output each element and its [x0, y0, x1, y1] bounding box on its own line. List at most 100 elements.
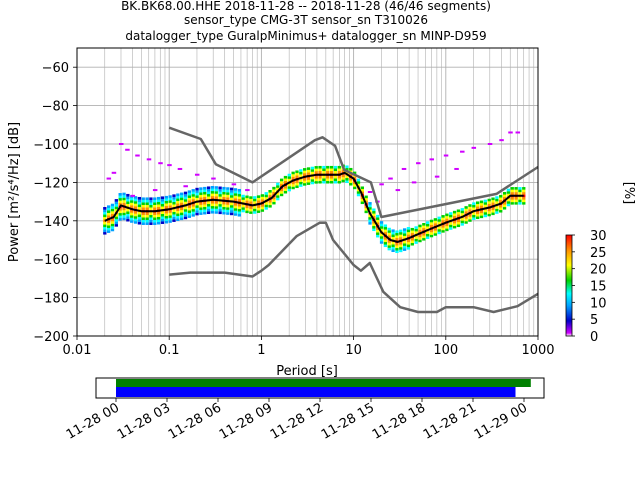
- psd-cell: [406, 242, 411, 245]
- psd-cell: [352, 181, 357, 185]
- psd-cell: [210, 185, 215, 189]
- plot-background: [77, 48, 538, 336]
- psd-cell: [437, 221, 441, 225]
- psd-cell: [187, 207, 192, 211]
- psd-cell: [333, 170, 338, 174]
- psd-cell: [272, 199, 276, 202]
- psd-cell: [429, 219, 434, 223]
- psd-cell: [126, 213, 130, 217]
- psd-cell: [149, 219, 153, 223]
- psd-cell: [160, 198, 165, 202]
- psd-cell: [218, 189, 222, 192]
- psd-cell: [218, 196, 222, 200]
- psd-cell: [372, 225, 376, 229]
- psd-cell: [229, 205, 234, 208]
- psd-outlier: [416, 162, 421, 165]
- timeline-tick-label: 11-28 18: [370, 400, 428, 442]
- psd-cell: [406, 229, 411, 233]
- psd-cell: [299, 171, 303, 175]
- psd-cell: [506, 191, 511, 194]
- psd-cell: [426, 236, 430, 239]
- psd-outlier: [211, 177, 216, 180]
- psd-cell: [426, 226, 430, 229]
- psd-cell: [214, 186, 218, 189]
- psd-cell: [479, 203, 484, 206]
- psd-outlier: [106, 177, 112, 180]
- psd-cell: [222, 186, 226, 190]
- psd-cell: [203, 194, 207, 197]
- psd-cell: [122, 195, 126, 198]
- psd-cell: [514, 199, 518, 203]
- psd-cell: [156, 199, 161, 203]
- psd-cell: [306, 172, 311, 175]
- psd-cell: [195, 210, 199, 213]
- psd-cell: [203, 186, 207, 190]
- psd-cell: [237, 193, 241, 197]
- psd-cell: [479, 213, 484, 216]
- psd-cell: [360, 198, 364, 202]
- psd-cell: [264, 192, 268, 195]
- psd-cell: [291, 181, 295, 185]
- psd-outlier: [177, 167, 183, 170]
- psd-cell: [191, 214, 195, 217]
- psd-cell: [495, 208, 499, 212]
- psd-cell: [199, 204, 203, 208]
- psd-cell: [114, 214, 118, 217]
- psd-cell: [133, 211, 138, 214]
- psd-cell: [306, 169, 311, 173]
- psd-cell: [295, 175, 299, 179]
- psd-cell: [295, 170, 299, 174]
- psd-cell: [383, 236, 388, 240]
- psd-cell: [187, 197, 192, 201]
- psd-cell: [149, 197, 153, 201]
- psd-cell: [206, 186, 211, 190]
- psd-cell: [191, 191, 195, 195]
- psd-cell: [141, 222, 145, 225]
- psd-cell: [118, 212, 122, 216]
- psd-cell: [260, 196, 265, 200]
- psd-cell: [399, 229, 403, 233]
- timeline-tick-label: 11-28 15: [319, 400, 377, 442]
- psd-cell: [245, 198, 249, 201]
- psd-cell: [180, 217, 184, 221]
- psd-cell: [522, 189, 526, 193]
- psd-cell: [306, 182, 311, 185]
- y-axis-label: Power [m²/s⁴/Hz] [dB]: [7, 122, 22, 262]
- psd-cell: [195, 187, 199, 191]
- psd-cell: [279, 183, 284, 187]
- psd-cell: [149, 217, 153, 220]
- psd-cell: [164, 205, 168, 209]
- psd-cell: [183, 201, 188, 205]
- coverage-bar: [116, 379, 531, 387]
- psd-cell: [514, 189, 518, 193]
- psd-cell: [445, 223, 449, 227]
- psd-cell: [180, 212, 184, 216]
- psd-cell: [449, 217, 453, 220]
- x-axis-ticks: 0.01 0.1 1 10 100 1000: [63, 336, 555, 358]
- psd-cell: [187, 215, 192, 218]
- psd-cell: [464, 206, 468, 209]
- psd-cell: [502, 196, 507, 200]
- mode-curve-line: [104, 171, 524, 243]
- x-axis-label: Period [s]: [276, 364, 338, 379]
- psd-cell: [253, 201, 257, 204]
- psd-cell: [183, 196, 188, 200]
- psd-cell: [510, 197, 514, 200]
- psd-cell: [356, 183, 361, 187]
- psd-cell: [191, 204, 195, 207]
- psd-cell: [103, 209, 107, 213]
- psd-cell: [345, 167, 349, 171]
- psd-cell: [268, 199, 272, 203]
- psd-cell: [130, 215, 134, 218]
- psd-cell: [295, 182, 299, 186]
- psd-cell: [110, 211, 115, 214]
- psd-cell: [256, 207, 261, 211]
- psd-cell: [410, 237, 414, 241]
- psd-cell: [256, 197, 261, 201]
- psd-cell: [156, 219, 161, 222]
- psd-cell: [183, 194, 188, 197]
- psd-cell: [233, 208, 238, 211]
- psd-cell: [203, 189, 207, 193]
- psd-cell: [253, 206, 257, 209]
